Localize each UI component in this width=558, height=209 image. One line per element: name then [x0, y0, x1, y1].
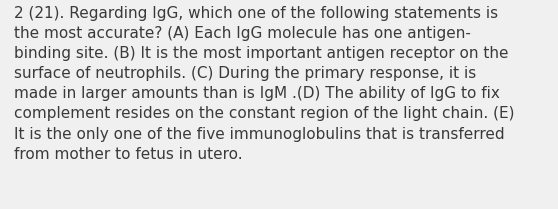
Text: 2 (21). Regarding IgG, which one of the following statements is
the most accurat: 2 (21). Regarding IgG, which one of the …	[14, 6, 514, 162]
